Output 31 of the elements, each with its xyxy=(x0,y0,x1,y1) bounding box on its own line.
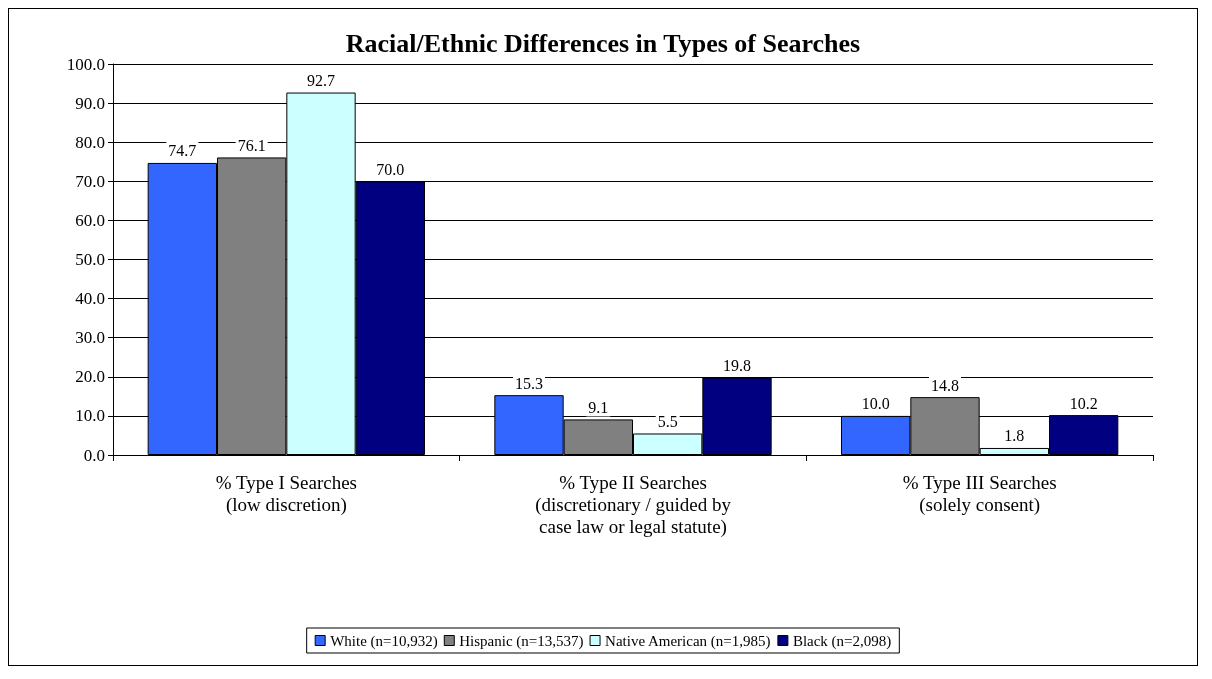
x-tick-label: % Type II Searches (discretionary / guided by case law or legal statute) xyxy=(535,471,732,538)
data-label: 1.8 xyxy=(1004,427,1025,445)
x-tick-label: % Type I Searches (low discretion) xyxy=(215,471,357,516)
data-label: 9.1 xyxy=(588,398,609,416)
y-tick-label: 60.0 xyxy=(75,210,105,230)
data-label: 76.1 xyxy=(237,136,266,154)
chart-title: Racial/Ethnic Differences in Types of Searches xyxy=(345,28,861,58)
y-tick-label: 10.0 xyxy=(75,406,105,426)
data-label: 19.8 xyxy=(723,357,751,375)
legend-label: Black (n=2,098) xyxy=(792,632,892,650)
y-tick-label: 70.0 xyxy=(75,171,105,191)
data-label: 10.2 xyxy=(1069,394,1098,412)
data-label: 70.0 xyxy=(376,160,405,178)
y-tick-label: 100.0 xyxy=(66,54,105,74)
y-tick-label: 0.0 xyxy=(83,445,105,465)
legend-label: White (n=10,932) xyxy=(330,632,438,650)
data-label: 5.5 xyxy=(657,412,678,430)
y-tick-label: 50.0 xyxy=(75,250,105,269)
legend-label: Native American (n=1,985) xyxy=(605,632,771,650)
y-tick-label: 90.0 xyxy=(75,93,105,113)
data-label: 10.0 xyxy=(861,395,890,413)
data-label: 14.8 xyxy=(931,376,959,394)
y-tick-label: 30.0 xyxy=(75,328,105,348)
y-tick-label: 80.0 xyxy=(75,132,105,152)
x-tick-label: % Type III Searches (solely consent) xyxy=(902,471,1057,516)
data-label: 15.3 xyxy=(515,374,543,392)
y-tick-label: 40.0 xyxy=(75,289,105,309)
data-label: 92.7 xyxy=(307,72,335,90)
data-label: 74.7 xyxy=(168,142,197,160)
legend-label: Hispanic (n=13,537) xyxy=(459,632,584,650)
y-tick-label: 20.0 xyxy=(75,367,105,387)
